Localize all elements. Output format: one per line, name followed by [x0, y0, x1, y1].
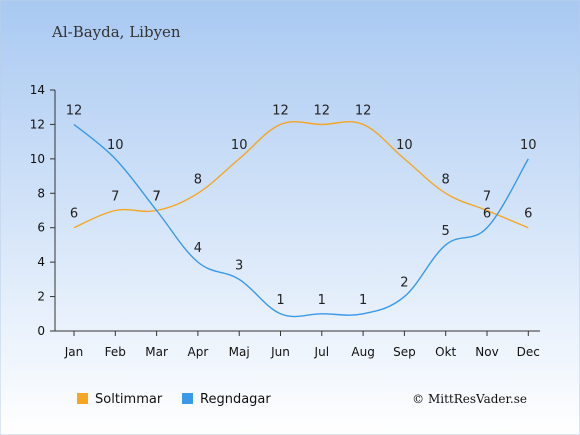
data-label-soltimmar: 8	[442, 172, 450, 187]
y-ticks: 0 2 4 6 8 10 12 14	[30, 83, 55, 338]
data-label-soltimmar: 6	[70, 207, 78, 222]
data-label-soltimmar: 7	[111, 190, 119, 205]
data-label-regndagar: 1	[318, 293, 326, 308]
data-label-soltimmar: 12	[272, 103, 289, 118]
data-label-regndagar: 1	[276, 293, 284, 308]
data-label-regndagar: 2	[400, 276, 408, 291]
series-line-regndagar	[73, 123, 529, 318]
x-tick-label: Feb	[105, 345, 126, 359]
x-tick-label: Sep	[393, 345, 416, 359]
x-tick-label: Mar	[145, 345, 168, 359]
data-label-regndagar: 12	[66, 103, 83, 118]
data-label-regndagar: 10	[520, 138, 537, 153]
x-tick-label: Jun	[270, 345, 290, 359]
data-label-regndagar: 10	[107, 138, 124, 153]
data-label-regndagar: 1	[359, 293, 367, 308]
data-label-soltimmar: 10	[231, 138, 248, 153]
x-tick-label: Okt	[435, 345, 456, 359]
x-tick-label: Nov	[475, 345, 498, 359]
data-label-soltimmar: 7	[483, 190, 491, 205]
y-tick-label: 0	[37, 324, 45, 338]
axes	[54, 90, 540, 332]
y-tick-label: 12	[30, 117, 45, 131]
data-label-regndagar: 4	[194, 241, 202, 256]
legend-label-regndagar: Regndagar	[200, 392, 271, 407]
y-tick-label: 4	[37, 255, 45, 269]
data-label-regndagar: 7	[152, 190, 160, 205]
series-line-soltimmar	[73, 121, 529, 229]
credit-text: © MittResVader.se	[412, 392, 527, 406]
legend-swatch-regndagar	[182, 393, 193, 404]
y-tick-label: 8	[37, 186, 45, 200]
data-label-soltimmar: 6	[524, 207, 532, 222]
data-label-soltimmar: 12	[355, 103, 372, 118]
x-tick-label: Aug	[351, 345, 374, 359]
data-label-regndagar: 3	[235, 258, 243, 273]
legend: Soltimmar Regndagar	[77, 392, 271, 407]
x-tick-label: Jul	[314, 345, 329, 359]
y-tick-label: 6	[37, 221, 45, 235]
data-label-regndagar: 6	[483, 207, 491, 222]
data-label-soltimmar: 7	[152, 190, 160, 205]
x-tick-label: Dec	[517, 345, 540, 359]
data-label-regndagar: 5	[442, 224, 450, 239]
data-label-soltimmar: 12	[314, 103, 331, 118]
y-tick-label: 10	[30, 152, 45, 166]
series-lines	[73, 121, 529, 318]
legend-swatch-soltimmar	[77, 393, 88, 404]
x-tick-label: Apr	[188, 345, 209, 359]
y-tick-label: 2	[37, 290, 45, 304]
data-label-soltimmar: 8	[194, 172, 202, 187]
x-tick-label: Maj	[229, 345, 250, 359]
legend-label-soltimmar: Soltimmar	[95, 392, 163, 407]
x-tick-label: Jan	[64, 345, 84, 359]
x-ticks: Jan Feb Mar Apr Maj Jun Jul Aug Sep Okt Nov Dec	[64, 331, 540, 359]
y-tick-label: 14	[30, 83, 45, 97]
chart-title: Al-Bayda, Libyen	[51, 23, 181, 41]
data-label-soltimmar: 10	[396, 138, 413, 153]
